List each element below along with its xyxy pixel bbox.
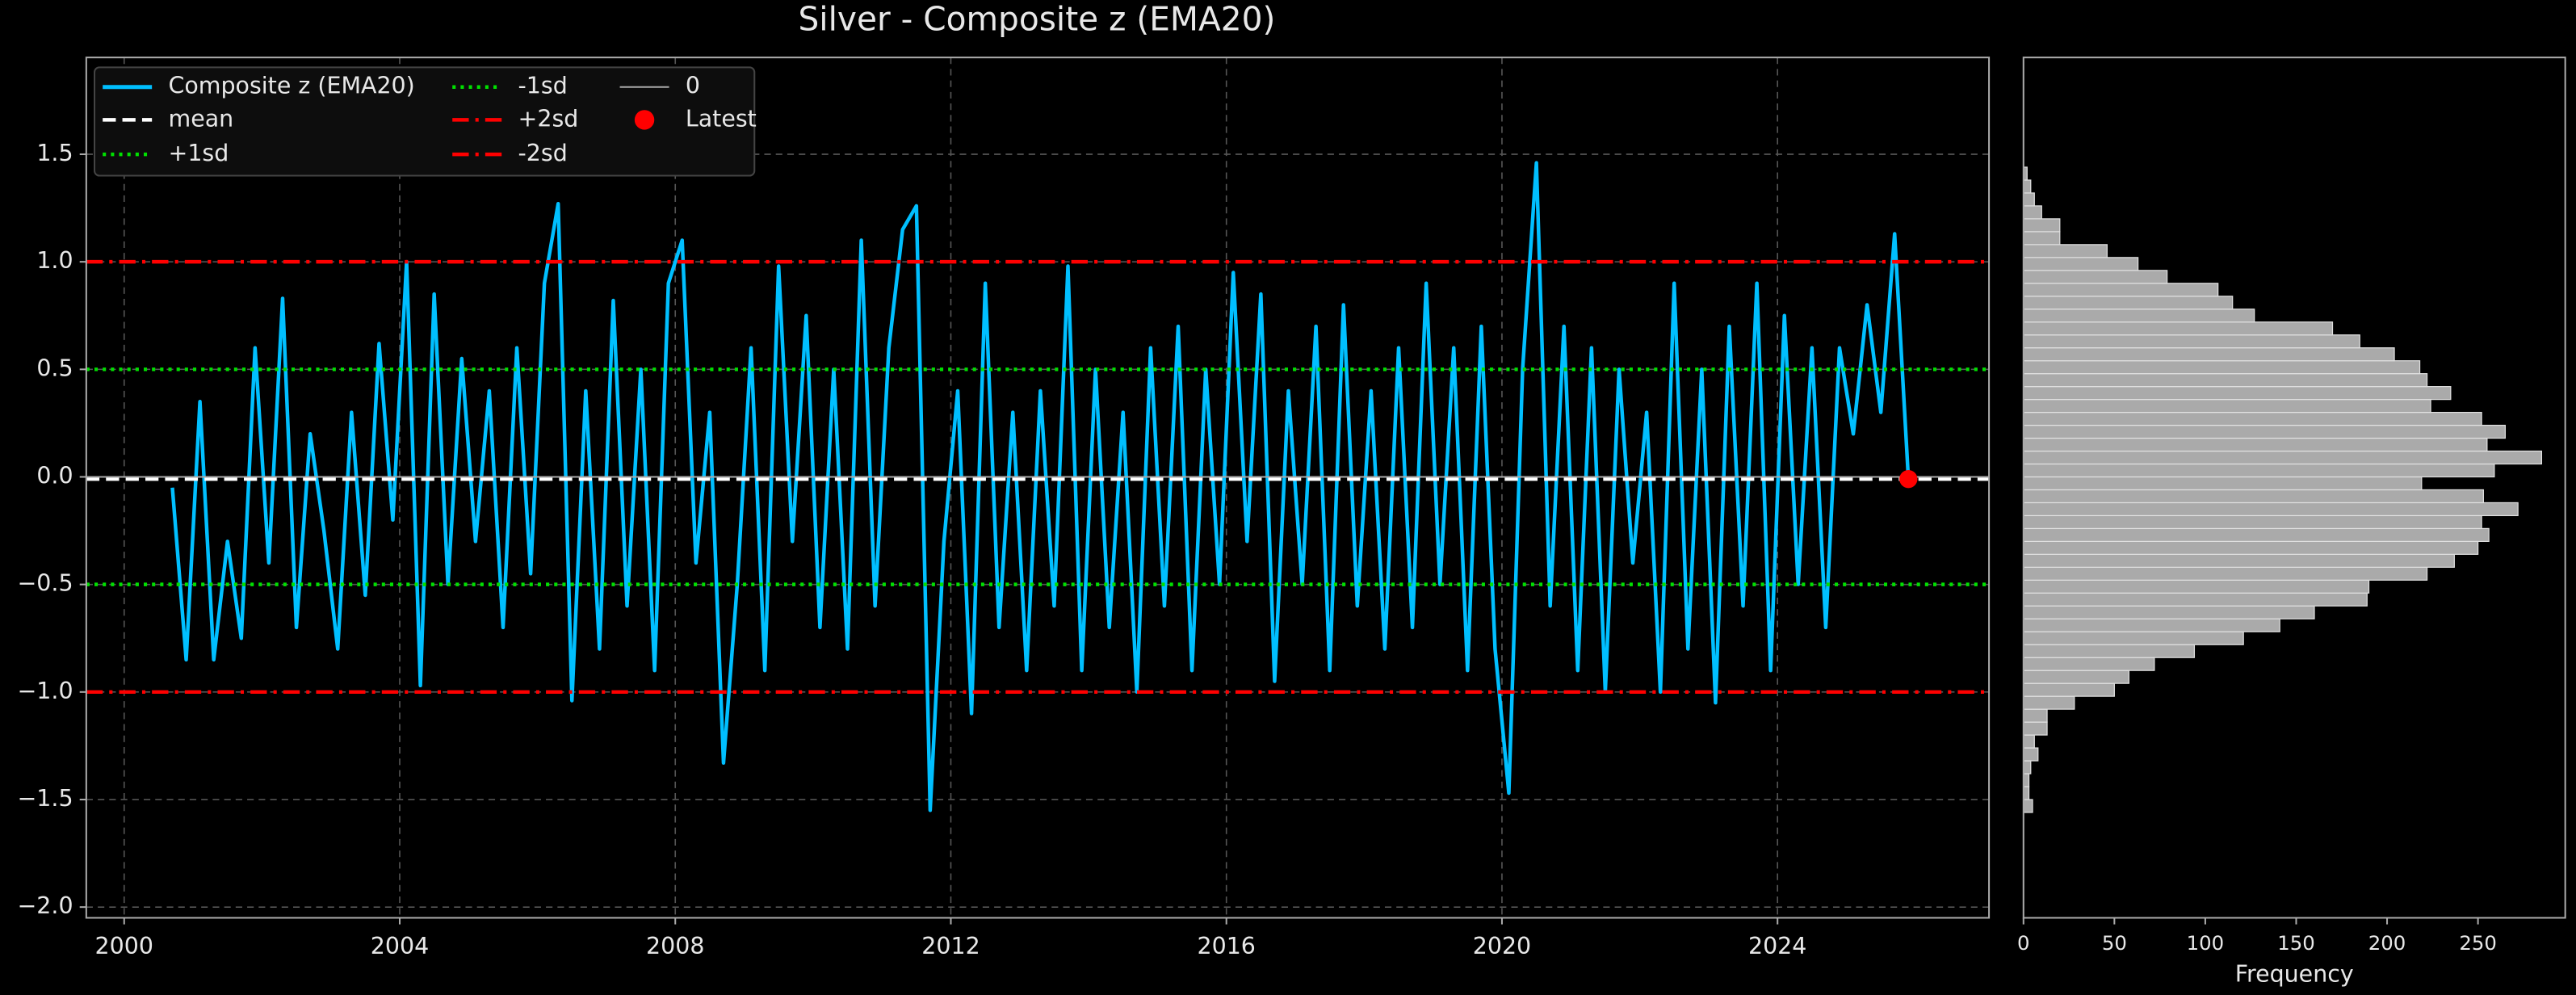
- legend-label: -1sd: [518, 73, 568, 99]
- histogram-bar: [2023, 644, 2196, 658]
- histogram-bar: [2023, 605, 2315, 619]
- histogram-bar: [2023, 721, 2048, 736]
- histogram-bar: [2023, 553, 2455, 568]
- histogram-bar: [2023, 489, 2484, 504]
- histogram-bar: [2023, 244, 2108, 258]
- y-tick-label: −0.5: [17, 570, 73, 597]
- x-tick-label: 2024: [1748, 933, 1806, 959]
- histogram-bar: [2023, 476, 2423, 491]
- y-tick-label: −2.0: [17, 892, 73, 919]
- histogram-bar: [2023, 231, 2061, 246]
- x-tick-label: 200: [2368, 931, 2406, 955]
- histogram-bar: [2023, 386, 2452, 401]
- histogram-bar: [2023, 527, 2490, 542]
- x-axis-label: Frequency: [2235, 961, 2354, 988]
- histogram-bar: [2023, 540, 2479, 555]
- histogram-bar: [2023, 398, 2431, 414]
- legend-label: -2sd: [518, 140, 568, 166]
- histogram-bar: [2023, 760, 2032, 775]
- y-tick-label: 1.5: [36, 140, 73, 166]
- histogram-bar: [2023, 592, 2368, 607]
- histogram-bar: [2023, 566, 2428, 581]
- plot-area: [86, 161, 1990, 812]
- histogram-bar: [2023, 360, 2421, 375]
- histogram-bar: [2023, 463, 2495, 478]
- legend-label: mean: [168, 105, 233, 132]
- y-tick-label: −1.0: [17, 678, 73, 704]
- legend-label: 0: [686, 73, 700, 99]
- histogram-bar: [2023, 424, 2506, 439]
- histogram-bar: [2023, 682, 2115, 697]
- histogram-bar: [2023, 192, 2035, 207]
- x-tick-label: 2008: [646, 933, 704, 959]
- legend-label: +2sd: [518, 105, 579, 132]
- histogram-bar: [2023, 657, 2155, 671]
- histogram-bar: [2023, 695, 2075, 710]
- y-tick-label: 0.0: [36, 462, 73, 489]
- legend-label: Composite z (EMA20): [168, 73, 414, 99]
- x-tick-label: 0: [2017, 931, 2030, 955]
- x-tick-label: 50: [2102, 931, 2127, 955]
- histogram-bar: [2023, 799, 2033, 813]
- histogram-bar: [2023, 631, 2244, 645]
- histogram-bar: [2023, 579, 2370, 594]
- histogram-bar: [2023, 411, 2482, 426]
- x-tick-label: 2012: [921, 933, 980, 959]
- histogram-bar: [2023, 205, 2042, 220]
- x-tick-label: 2004: [371, 933, 429, 959]
- histogram-bar: [2023, 618, 2280, 632]
- histogram-bar: [2023, 437, 2488, 452]
- axes-frame: [2022, 57, 2566, 919]
- axes-frame: [85, 57, 1991, 919]
- x-tick-label: 100: [2187, 931, 2225, 955]
- histogram-bar: [2023, 747, 2039, 762]
- histogram-bar: [2023, 321, 2334, 336]
- histogram-bar: [2023, 708, 2048, 723]
- y-tick-label: 1.0: [36, 247, 73, 274]
- x-tick-label: 250: [2459, 931, 2497, 955]
- histogram-bar: [2023, 670, 2129, 684]
- legend-label: +1sd: [168, 140, 229, 166]
- y-tick-label: 0.5: [36, 355, 73, 381]
- x-tick-label: 2000: [95, 933, 153, 959]
- histogram-bar: [2023, 734, 2035, 749]
- x-tick-label: 150: [2277, 931, 2315, 955]
- histogram-bar: [2023, 514, 2482, 530]
- histogram-bar: [2023, 309, 2255, 323]
- data-line: [170, 161, 1911, 812]
- histogram-bar: [2023, 502, 2519, 517]
- histogram-bar: [2023, 347, 2395, 362]
- histogram-bar: [2023, 270, 2168, 284]
- histogram-bar: [2023, 283, 2219, 297]
- legend: Composite z (EMA20) mean +1sd -1sd +2sd -2sd 0…: [93, 66, 757, 177]
- latest-point: [1899, 469, 1918, 489]
- legend-swatch: [634, 110, 655, 130]
- histogram-bar: [2023, 296, 2234, 310]
- chart-title: Silver - Composite z (EMA20): [798, 0, 1275, 38]
- histogram-bar: [2023, 218, 2061, 233]
- x-tick-label: 2020: [1473, 933, 1531, 959]
- histogram-bar: [2023, 334, 2360, 349]
- legend-label: Latest: [686, 105, 757, 132]
- histogram-bar: [2023, 257, 2139, 271]
- legend-box: [93, 66, 756, 177]
- x-tick-label: 2016: [1198, 933, 1256, 959]
- histogram-bar: [2023, 450, 2543, 465]
- histogram-bar: [2023, 373, 2428, 388]
- y-tick-label: −1.5: [17, 785, 73, 812]
- histogram-bar: [2023, 179, 2032, 194]
